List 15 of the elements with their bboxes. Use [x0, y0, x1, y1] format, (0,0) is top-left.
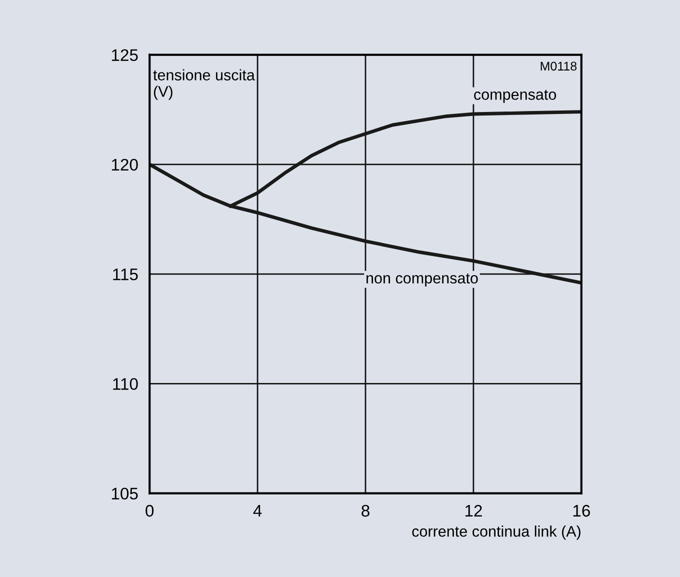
series-label: compensato: [474, 90, 556, 103]
x-tick-label: 12: [465, 504, 482, 517]
x-axis-title: corrente continua link (A): [412, 526, 580, 540]
x-tick-label: 16: [573, 504, 590, 517]
annotation: M0118: [540, 62, 577, 71]
y-tick-label: 115: [113, 268, 138, 280]
x-tick-label: 4: [253, 505, 262, 517]
y-tick-label: 120: [112, 158, 138, 171]
x-tick-label: 8: [362, 504, 370, 517]
series-label: non compensato: [366, 273, 478, 287]
y-tick-label: 105: [112, 488, 138, 500]
x-tick-label: 0: [146, 504, 154, 517]
y-axis-title: tensione uscita (V): [153, 69, 255, 100]
y-tick-label: 125: [112, 49, 138, 62]
y-tick-label: 110: [113, 378, 138, 390]
